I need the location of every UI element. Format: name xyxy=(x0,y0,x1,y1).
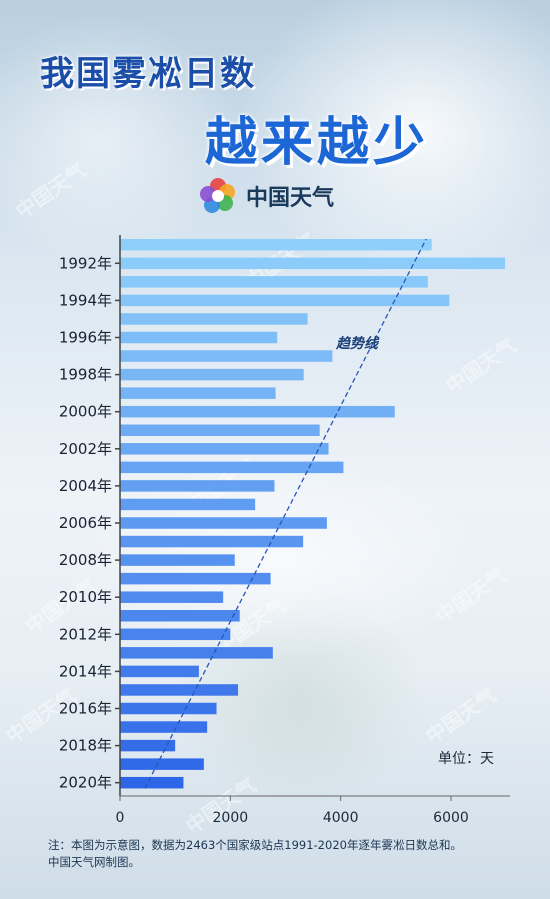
unit-label: 单位：天 xyxy=(438,751,494,767)
footnote: 注：本图为示意图，数据为2463个国家级站点1991-2020年逐年雾凇日数总和… xyxy=(48,837,538,871)
bar-1992 xyxy=(120,257,506,270)
bar-2016 xyxy=(120,702,217,715)
x-tick-label: 2000 xyxy=(213,810,249,826)
y-tick-label: 2010年 xyxy=(59,588,112,606)
bar-2017 xyxy=(120,721,208,733)
bar-2004 xyxy=(120,480,275,492)
bar-2000 xyxy=(120,405,395,418)
brand: 中国天气 xyxy=(198,176,334,216)
bar-2009 xyxy=(120,572,271,585)
bar-1997 xyxy=(120,350,333,362)
brand-logo-icon xyxy=(200,178,235,213)
x-tick-label: 6000 xyxy=(433,810,469,826)
y-tick-label: 2018年 xyxy=(59,737,112,755)
bar-1995 xyxy=(120,313,308,325)
bar-1993 xyxy=(120,276,428,288)
title-line1: 我国雾凇日数 xyxy=(40,54,256,94)
y-tick-label: 1998年 xyxy=(59,366,112,384)
bar-1994 xyxy=(120,294,450,307)
y-tick-label: 2006年 xyxy=(59,514,112,532)
bar-2015 xyxy=(120,684,239,696)
bar-1999 xyxy=(120,387,276,399)
x-tick-label: 4000 xyxy=(323,810,359,826)
y-tick-label: 2014年 xyxy=(59,662,112,680)
bar-1998 xyxy=(120,368,304,381)
title-line2: 越来越少 xyxy=(205,113,430,173)
bar-2002 xyxy=(120,443,329,455)
brand-name: 中国天气 xyxy=(246,185,335,210)
bar-2008 xyxy=(120,554,235,566)
y-tick-label: 2012年 xyxy=(59,625,112,643)
bar-2012 xyxy=(120,628,231,641)
bar-2003 xyxy=(120,461,344,474)
footnote-line2: 中国天气网制图。 xyxy=(48,855,140,869)
bar-2020 xyxy=(120,776,184,789)
bar-2007 xyxy=(120,535,304,548)
x-tick-label: 0 xyxy=(116,810,125,826)
y-tick-label: 1992年 xyxy=(59,254,112,272)
bar-2014 xyxy=(120,665,199,678)
y-tick-label: 2000年 xyxy=(59,403,112,421)
y-tick-label: 1996年 xyxy=(59,329,112,347)
y-tick-label: 2002年 xyxy=(59,440,112,458)
bar-2013 xyxy=(120,647,273,659)
y-tick-label: 2016年 xyxy=(59,700,112,718)
y-tick-label: 1994年 xyxy=(59,291,112,309)
bar-1996 xyxy=(120,331,278,344)
footnote-line1: 注：本图为示意图，数据为2463个国家级站点1991-2020年逐年雾凇日数总和… xyxy=(48,838,462,852)
y-tick-label: 2008年 xyxy=(59,551,112,569)
bar-2018 xyxy=(120,739,176,752)
bar-1991 xyxy=(120,239,432,251)
bar-2006 xyxy=(120,517,327,529)
bar-2019 xyxy=(120,758,204,770)
trend-line xyxy=(144,238,427,789)
bar-2005 xyxy=(120,498,256,511)
y-tick-label: 2004年 xyxy=(59,477,112,495)
bar-2001 xyxy=(120,424,320,436)
bar-2011 xyxy=(120,610,240,622)
bar-2010 xyxy=(120,591,224,603)
y-tick-label: 2020年 xyxy=(59,774,112,792)
trend-label: 趋势线 xyxy=(335,335,380,352)
